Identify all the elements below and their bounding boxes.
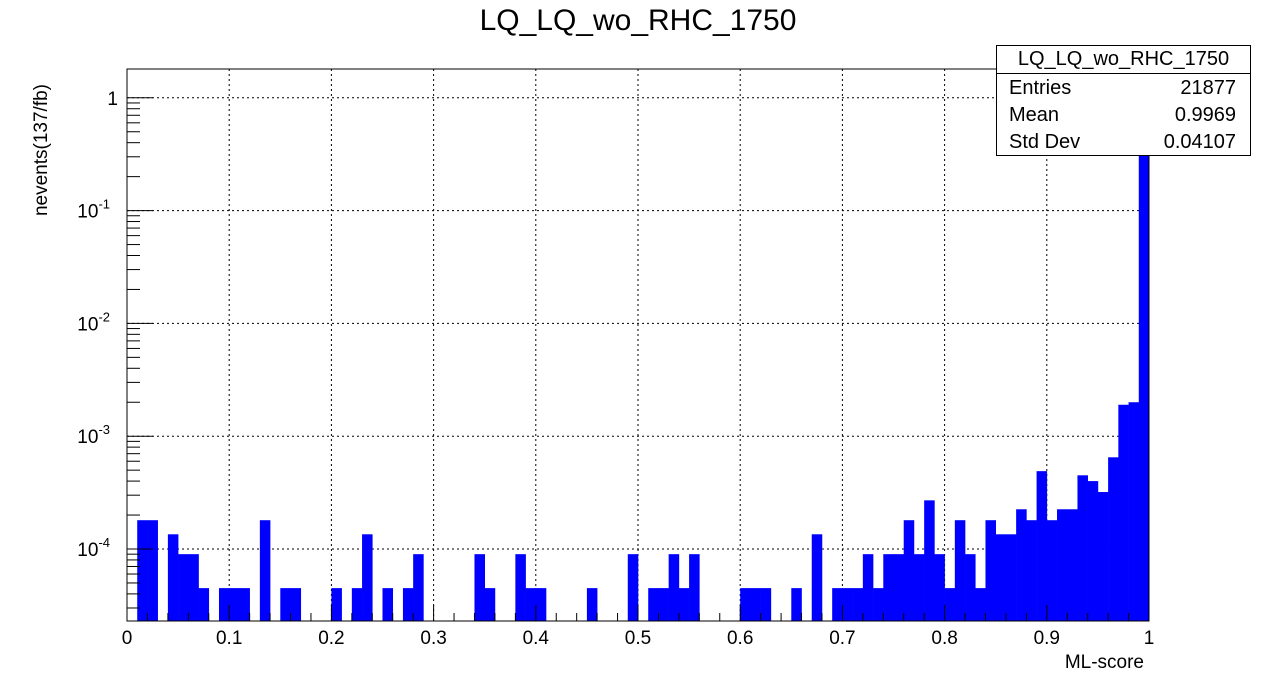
stats-std-value: 0.04107 <box>1163 131 1236 153</box>
histogram-bar <box>1118 404 1129 621</box>
y-tick-label: 10-1 <box>77 197 110 223</box>
histogram-bar <box>218 588 230 621</box>
histogram-bar <box>1067 509 1078 621</box>
x-tick-label: 0.7 <box>829 628 855 649</box>
histogram-bar <box>1077 475 1088 621</box>
histogram-bar <box>198 588 210 621</box>
histogram-bar <box>832 588 843 621</box>
histogram-bar <box>525 588 537 621</box>
stats-mean-value: 0.9969 <box>1174 104 1236 126</box>
histogram-bar <box>239 588 250 621</box>
histogram-bar <box>791 588 802 621</box>
histogram-bar <box>689 554 700 621</box>
stats-std-label: Std Dev <box>1009 131 1081 153</box>
histogram-bar <box>351 588 363 621</box>
histogram-bar <box>167 534 179 621</box>
histogram-bar <box>290 588 302 621</box>
x-tick-label: 0.3 <box>420 628 446 649</box>
histogram-bar <box>382 588 394 621</box>
stats-entries-value: 21877 <box>1180 77 1236 99</box>
histogram-bar <box>1016 509 1027 621</box>
x-tick-label: 0.8 <box>931 628 957 649</box>
stats-entries-label: Entries <box>1009 77 1072 99</box>
histogram-bar <box>648 588 659 621</box>
histogram-bar <box>147 520 158 621</box>
histogram-bar <box>515 554 526 621</box>
histogram-bar <box>985 520 996 621</box>
histogram-bar <box>924 500 935 621</box>
histogram-bar <box>229 588 240 621</box>
histogram-bar <box>852 588 864 621</box>
stats-box: LQ_LQ_wo_RHC_1750 Entries 21877 Mean 0.9… <box>996 45 1251 156</box>
histogram-bar <box>893 554 905 621</box>
y-tick-label: 1 <box>107 89 118 110</box>
histogram-bar <box>331 588 342 621</box>
histogram-bar <box>975 588 986 621</box>
histogram-bar <box>474 554 485 621</box>
stats-std-row: Std Dev 0.04107 <box>997 128 1250 155</box>
histogram-bar <box>188 554 199 621</box>
stats-entries-row: Entries 21877 <box>997 74 1250 101</box>
histogram-bar <box>903 520 915 621</box>
histogram-bar <box>668 554 680 621</box>
histogram-bar <box>1087 481 1099 621</box>
histogram-bar <box>1128 402 1140 621</box>
histogram-bar <box>944 588 956 621</box>
histogram-bar <box>873 588 884 621</box>
x-tick-label: 0.4 <box>523 628 550 649</box>
histogram-bar <box>1057 509 1068 621</box>
histogram-bar <box>954 520 966 621</box>
x-tick-label: 0.2 <box>318 628 344 649</box>
histogram-bar <box>1036 471 1048 621</box>
x-tick-label: 0 <box>122 628 133 649</box>
histogram-bar <box>934 554 945 621</box>
y-tick-label: 10-3 <box>77 422 110 448</box>
histogram-bar <box>280 588 291 621</box>
histogram-bar <box>678 588 690 621</box>
x-tick-label: 1 <box>1144 628 1155 649</box>
histogram-bar <box>862 554 874 621</box>
histogram-bar <box>965 554 976 621</box>
histogram-bar <box>484 588 496 621</box>
histogram-bar <box>402 588 414 621</box>
histogram-bar <box>995 534 1007 621</box>
histogram-bar <box>740 588 751 621</box>
x-axis-label: ML-score <box>1064 652 1144 673</box>
histogram-bar <box>259 520 271 621</box>
y-tick-label: 10-2 <box>77 309 110 335</box>
histogram-bar <box>1138 102 1150 622</box>
histogram-bar <box>811 534 823 621</box>
x-tick-label: 0.6 <box>727 628 753 649</box>
histogram-bar <box>137 520 148 621</box>
histogram-bar <box>750 588 761 621</box>
histogram-bar <box>842 588 853 621</box>
stats-mean-label: Mean <box>1009 104 1060 126</box>
histogram-bar <box>627 554 639 621</box>
x-tick-label: 0.9 <box>1034 628 1060 649</box>
histogram-bar <box>535 588 547 621</box>
x-tick-label: 0.5 <box>625 628 651 649</box>
chart-title: LQ_LQ_wo_RHC_1750 <box>479 4 797 37</box>
histogram-bar <box>413 554 424 621</box>
histogram-bar <box>658 588 669 621</box>
histogram-bar <box>586 588 598 621</box>
histogram-bar <box>1108 457 1119 621</box>
histogram-bar <box>1026 520 1037 621</box>
stats-mean-row: Mean 0.9969 <box>997 101 1250 128</box>
y-tick-label: 10-4 <box>77 535 110 561</box>
histogram-bar <box>362 534 373 621</box>
histogram-bar <box>883 554 894 621</box>
histogram-bar <box>1097 492 1109 621</box>
histogram-bar <box>178 554 189 621</box>
stats-title: LQ_LQ_wo_RHC_1750 <box>997 46 1250 74</box>
histogram-bar <box>1005 534 1017 621</box>
histogram-bar <box>1046 520 1058 621</box>
x-tick-label: 0.1 <box>216 628 242 649</box>
histogram-bar <box>913 554 925 621</box>
histogram-bar <box>760 588 772 621</box>
